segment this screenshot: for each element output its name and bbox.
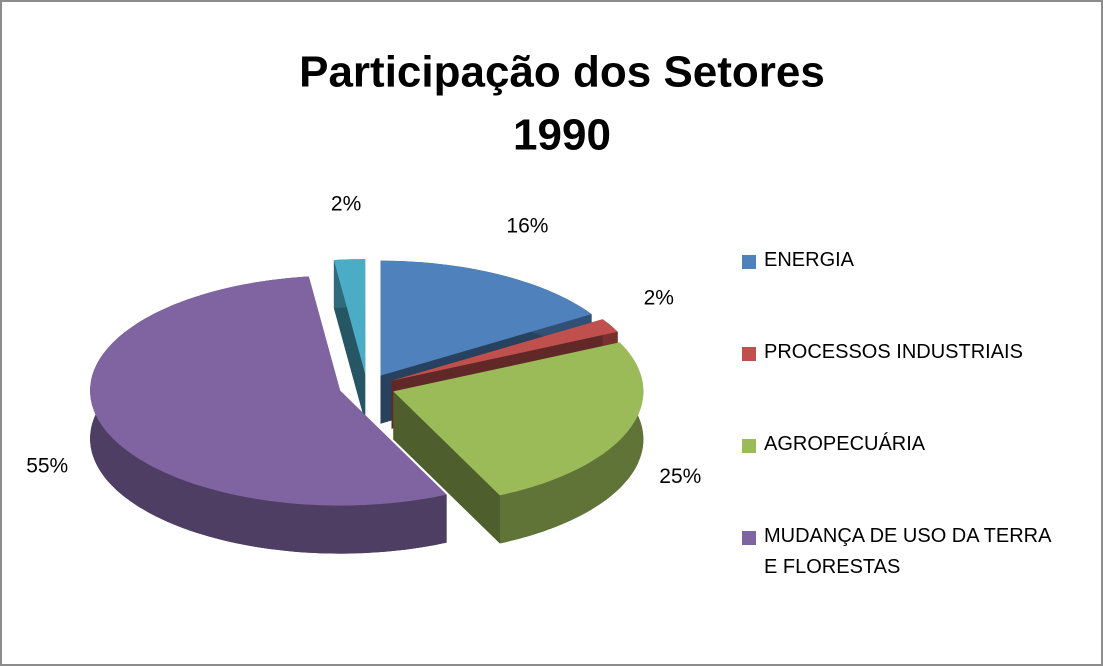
legend-label: AGROPECUÁRIA bbox=[764, 433, 926, 455]
pie-slice bbox=[393, 342, 644, 544]
data-label: 55% bbox=[26, 454, 68, 477]
legend-label: ENERGIA bbox=[764, 249, 855, 271]
slice-top bbox=[90, 276, 447, 506]
data-label: 2% bbox=[331, 192, 361, 215]
data-label: 16% bbox=[506, 215, 548, 238]
legend-swatch bbox=[742, 347, 756, 361]
legend: ENERGIA PROCESSOS INDUSTRIAIS AGROPECUÁRIA… bbox=[742, 249, 1082, 618]
slice-wall bbox=[393, 391, 500, 544]
pie-slice bbox=[90, 276, 447, 554]
legend-swatch bbox=[742, 255, 756, 269]
legend-label: MUDANÇA DE USO DA TERRA E FLORESTAS bbox=[764, 525, 1051, 578]
legend-swatch bbox=[742, 439, 756, 453]
legend-label: PROCESSOS INDUSTRIAIS bbox=[764, 341, 1023, 363]
data-label: 2% bbox=[644, 287, 674, 310]
legend-entry: MUDANÇA DE USO DA TERRA E FLORESTAS bbox=[742, 525, 1082, 618]
slice-top bbox=[393, 342, 644, 496]
legend-entry: ENERGIA bbox=[742, 249, 1082, 342]
chart-title: Participação dos Setores bbox=[299, 48, 825, 97]
legend-entry: PROCESSOS INDUSTRIAIS bbox=[742, 341, 1082, 434]
slice-top bbox=[380, 260, 592, 376]
pie-slice bbox=[333, 259, 366, 423]
slice-top bbox=[333, 259, 366, 375]
slice-side bbox=[499, 342, 644, 544]
slice-top bbox=[391, 319, 618, 381]
data-label: 25% bbox=[659, 465, 701, 488]
legend-entry: AGROPECUÁRIA bbox=[742, 433, 1082, 526]
legend-swatch bbox=[742, 531, 756, 545]
chart-title: 1990 bbox=[513, 111, 611, 160]
